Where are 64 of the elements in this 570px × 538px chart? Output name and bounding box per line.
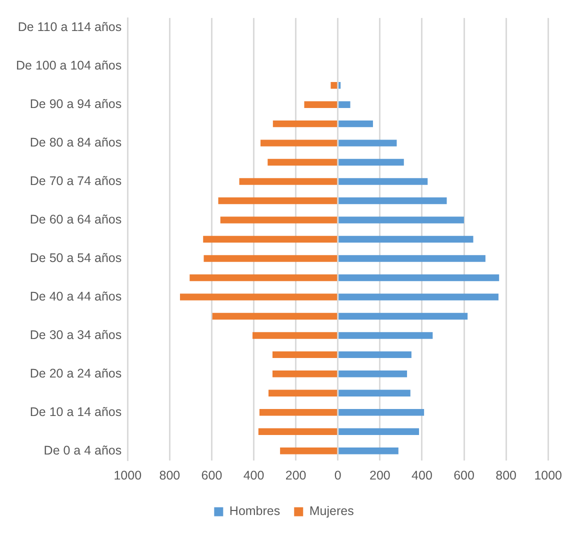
bar [338,332,433,339]
bar [280,448,338,454]
bar [272,370,338,378]
y-tick-label: De 100 a 104 años [16,58,122,73]
x-tick-label: 600 [201,468,222,482]
bar [338,428,420,436]
bar [338,448,398,454]
y-tick-label: De 30 a 34 años [30,328,122,342]
bar [338,294,498,300]
bar [338,255,486,262]
bar [180,294,338,300]
x-tick-label: 800 [159,468,180,482]
x-tick-label: 400 [243,468,264,482]
bar [330,82,338,89]
x-tick-label: 400 [412,468,432,482]
bar [304,101,338,108]
y-tick-label: De 70 a 74 años [30,174,122,188]
legend-label: Hombres [229,504,280,518]
y-tick-label: De 90 a 94 años [30,97,122,112]
x-tick-label: 200 [369,468,390,482]
bar [338,101,350,108]
bar [218,197,338,204]
bar [338,158,404,166]
bar [338,390,410,397]
bar [252,332,338,339]
x-tick-label: 0 [334,468,342,482]
bar [338,274,500,282]
bar [338,236,474,243]
legend-label: Mujeres [309,504,354,518]
x-tick-label: 800 [496,468,517,482]
bar [259,409,338,416]
bar [260,140,338,146]
bar [338,312,468,320]
x-tick-label: 200 [285,468,306,482]
y-tick-label: De 110 a 114 años [18,20,122,34]
bar [272,120,338,128]
x-tick-label: 600 [454,468,474,482]
bar [258,428,338,436]
bar [272,351,338,358]
bar [190,274,338,282]
bar [220,216,338,224]
y-tick-label: De 60 a 64 años [30,212,122,226]
bar [239,178,338,185]
bar [338,216,464,224]
bar [338,370,408,378]
y-tick-label: De 20 a 24 años [30,366,122,380]
bar [338,120,373,128]
bar [338,351,412,358]
bar [338,197,447,204]
bar [338,178,428,185]
bar [204,255,338,262]
y-tick-label: De 80 a 84 años [30,136,122,150]
y-tick-label: De 10 a 14 años [30,404,122,419]
bar [268,390,338,397]
x-tick-label: 1000 [114,468,142,482]
y-tick-label: De 40 a 44 años [30,289,122,304]
bar [338,409,424,416]
bar [203,236,338,243]
x-tick-label: 1000 [534,468,562,482]
bar [212,312,338,320]
bar [338,140,397,146]
y-tick-label: De 0 a 4 años [44,443,122,458]
y-tick-label: De 50 a 54 años [30,250,122,265]
bar [268,158,338,166]
